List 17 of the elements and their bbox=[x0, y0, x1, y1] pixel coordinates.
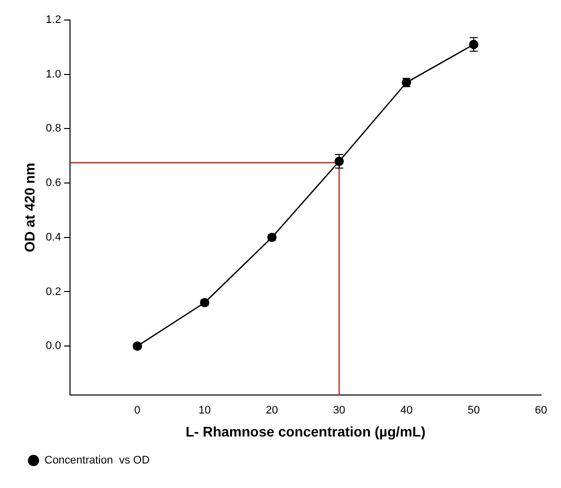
y-tick-label: 1.0 bbox=[46, 68, 62, 80]
x-tick-label: 20 bbox=[266, 404, 278, 417]
x-tick-label: 60 bbox=[534, 404, 548, 417]
x-tick-label: 30 bbox=[333, 404, 346, 417]
legend-label: Concentration vs OD bbox=[44, 454, 150, 467]
y-axis-title: OD at 420 nm bbox=[21, 162, 38, 252]
x-tick-label: 0 bbox=[134, 404, 140, 417]
y-tick-label: 0.4 bbox=[46, 231, 62, 244]
y-tick-label: 0.8 bbox=[46, 122, 62, 135]
x-tick-label: 10 bbox=[198, 404, 211, 417]
y-tick-label: 0.2 bbox=[46, 286, 62, 298]
x-tick-label: 40 bbox=[400, 404, 413, 417]
y-tick-label: 0.6 bbox=[46, 177, 62, 190]
y-tick-label: 1.2 bbox=[46, 14, 62, 26]
x-tick-label: 50 bbox=[468, 404, 480, 417]
y-tick-label: 0.0 bbox=[46, 340, 62, 352]
x-axis-title: L- Rhamnose concentration (µg/mL) bbox=[186, 423, 426, 440]
